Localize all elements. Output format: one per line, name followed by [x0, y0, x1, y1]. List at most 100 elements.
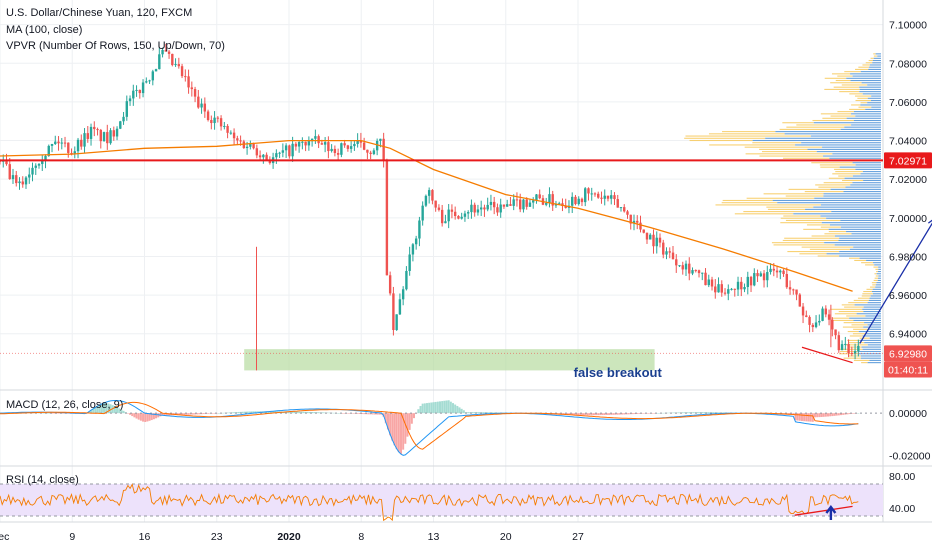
candle-body — [50, 143, 54, 146]
candle-body — [96, 129, 99, 131]
grid-lines — [0, 0, 932, 523]
vp-row-up — [868, 68, 881, 70]
vp-row-down — [858, 66, 870, 68]
rsi-pane — [0, 483, 883, 522]
candle-body — [486, 204, 489, 210]
vp-row-down — [783, 157, 830, 159]
macd-histogram-bar — [657, 413, 660, 414]
vp-row-up — [850, 79, 881, 82]
vp-row-up — [867, 328, 881, 330]
macd-histogram-bar — [53, 413, 56, 414]
macd-histogram-bar — [686, 412, 689, 414]
candle-body — [219, 118, 223, 127]
candle-body — [229, 132, 233, 134]
macd-histogram-bar — [603, 413, 606, 416]
vp-row-down — [833, 86, 860, 88]
price-tick-label: 7.10000 — [889, 20, 927, 32]
macd-histogram-bar — [395, 413, 398, 450]
macd-histogram-bar — [94, 407, 97, 414]
vp-row-down — [876, 271, 878, 273]
macd-histogram-bar — [473, 412, 476, 414]
vp-row-down — [689, 139, 753, 142]
macd-histogram-bar — [692, 412, 695, 414]
macd-histogram-bar — [295, 411, 298, 414]
vp-row-down — [853, 299, 869, 301]
macd-histogram-bar — [839, 413, 842, 416]
macd-histogram-bar — [471, 412, 474, 414]
ma-legend[interactable]: MA (100, close) — [6, 24, 83, 36]
vp-row-down — [684, 137, 766, 139]
candle-body — [775, 270, 779, 273]
macd-histogram-bar — [469, 412, 472, 414]
candle-body — [769, 268, 772, 273]
candle-body — [655, 237, 658, 247]
macd-histogram-bar — [178, 413, 181, 416]
macd-histogram-bar — [829, 413, 832, 417]
candle-body — [414, 238, 418, 245]
macd-histogram-bar — [842, 413, 845, 415]
macd-histogram-bar — [211, 413, 214, 414]
vp-row-up — [831, 211, 881, 213]
macd-histogram-bar — [378, 413, 381, 415]
macd-histogram-bar — [135, 413, 138, 419]
vp-row-down — [839, 91, 860, 93]
macd-histogram-bar — [68, 413, 71, 414]
vp-row-down — [745, 153, 833, 155]
candle-body — [528, 202, 532, 207]
macd-histogram-bar — [694, 412, 697, 414]
macd-histogram-bar — [191, 413, 194, 415]
candle-body — [24, 177, 28, 185]
vp-row-up — [863, 179, 881, 182]
price-tick-label: 6.96000 — [889, 290, 927, 302]
macd-histogram-bar — [207, 413, 210, 414]
candle-body — [99, 129, 102, 142]
vp-row-down — [784, 237, 840, 239]
time-tick-label: 16 — [139, 531, 151, 543]
candle-body — [740, 281, 743, 290]
candle-body — [408, 254, 411, 271]
macd-histogram-bar — [252, 411, 255, 414]
vp-row-down — [817, 255, 840, 257]
rsi-legend[interactable]: RSI (14, close) — [6, 474, 79, 486]
candle-body — [779, 270, 782, 273]
macd-histogram-bar — [198, 413, 201, 415]
macd-histogram-bar — [668, 412, 671, 414]
candle-body — [203, 103, 207, 112]
macd-histogram-bar — [131, 413, 134, 417]
macd-histogram-bar — [399, 413, 402, 455]
candle-body — [532, 200, 535, 203]
projection-arrowhead — [927, 219, 932, 224]
vp-row-down — [819, 164, 856, 166]
vp-row-down — [788, 188, 831, 190]
vp-row-down — [763, 193, 824, 195]
candle-body — [619, 207, 623, 209]
vp-row-up — [854, 304, 881, 306]
macd-histogram-bar — [794, 413, 797, 421]
candle-body — [840, 344, 844, 351]
macd-histogram-bar — [222, 412, 225, 414]
candle-body — [327, 142, 330, 152]
macd-histogram-bar — [852, 413, 855, 414]
vp-row-down — [743, 211, 832, 213]
macd-histogram-bar — [185, 413, 188, 415]
macd-histogram-bar — [358, 413, 361, 414]
candle-body — [636, 220, 639, 223]
vp-row-up — [871, 291, 881, 293]
candle-body — [70, 152, 73, 154]
macd-histogram-bar — [443, 400, 446, 414]
vp-row-up — [869, 337, 881, 339]
candle-body — [847, 343, 850, 353]
macd-legend[interactable]: MACD (12, 26, close, 9) — [6, 399, 124, 411]
macd-histogram-bar — [150, 413, 153, 421]
vp-row-up — [844, 126, 881, 128]
candle-body — [161, 50, 164, 55]
vp-row-up — [810, 135, 881, 137]
vp-row-down — [832, 317, 850, 319]
time-tick-label: 23 — [211, 531, 223, 543]
macd-histogram-bar — [677, 412, 680, 414]
vp-row-down — [857, 297, 870, 299]
candle-body — [216, 117, 220, 119]
last-price-tag: 6.92980 — [889, 348, 927, 360]
vpvr-legend[interactable]: VPVR (Number Of Rows, 150, Up/Down, 70) — [6, 40, 225, 52]
candle-body — [801, 306, 805, 316]
